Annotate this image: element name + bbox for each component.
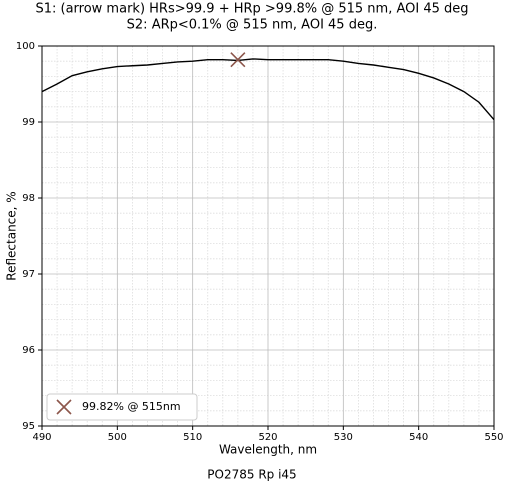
y-tick-label: 95 xyxy=(22,421,35,432)
chart-title: S1: (arrow mark) HRs>99.9 + HRp >99.8% @… xyxy=(35,2,468,17)
footer: PO2785 Rp i45 xyxy=(207,468,296,482)
legend-box xyxy=(46,393,198,421)
chart-subtitle: S2: ARp<0.1% @ 515 nm, AOI 45 deg. xyxy=(127,18,378,33)
data-marker xyxy=(230,52,246,68)
x-tick-label: 530 xyxy=(334,432,353,443)
y-tick-label: 96 xyxy=(22,345,35,356)
y-tick-label: 98 xyxy=(22,193,35,204)
x-tick-label: 490 xyxy=(32,432,51,443)
x-axis-label: Wavelength, nm xyxy=(219,443,317,457)
x-tick-label: 540 xyxy=(409,432,428,443)
legend-marker xyxy=(56,399,72,415)
x-tick-label: 520 xyxy=(258,432,277,443)
data-line xyxy=(41,58,495,121)
x-tick-label: 550 xyxy=(484,432,503,443)
y-tick-label: 99 xyxy=(22,117,35,128)
y-tick-label: 97 xyxy=(22,269,35,280)
legend-label: 99.82% @ 515nm xyxy=(82,400,181,413)
y-tick-label: 100 xyxy=(16,41,35,52)
x-tick-label: 510 xyxy=(183,432,202,443)
y-axis-label: Reflectance, % xyxy=(5,191,19,280)
plot-frame xyxy=(41,45,495,427)
x-tick-label: 500 xyxy=(108,432,127,443)
